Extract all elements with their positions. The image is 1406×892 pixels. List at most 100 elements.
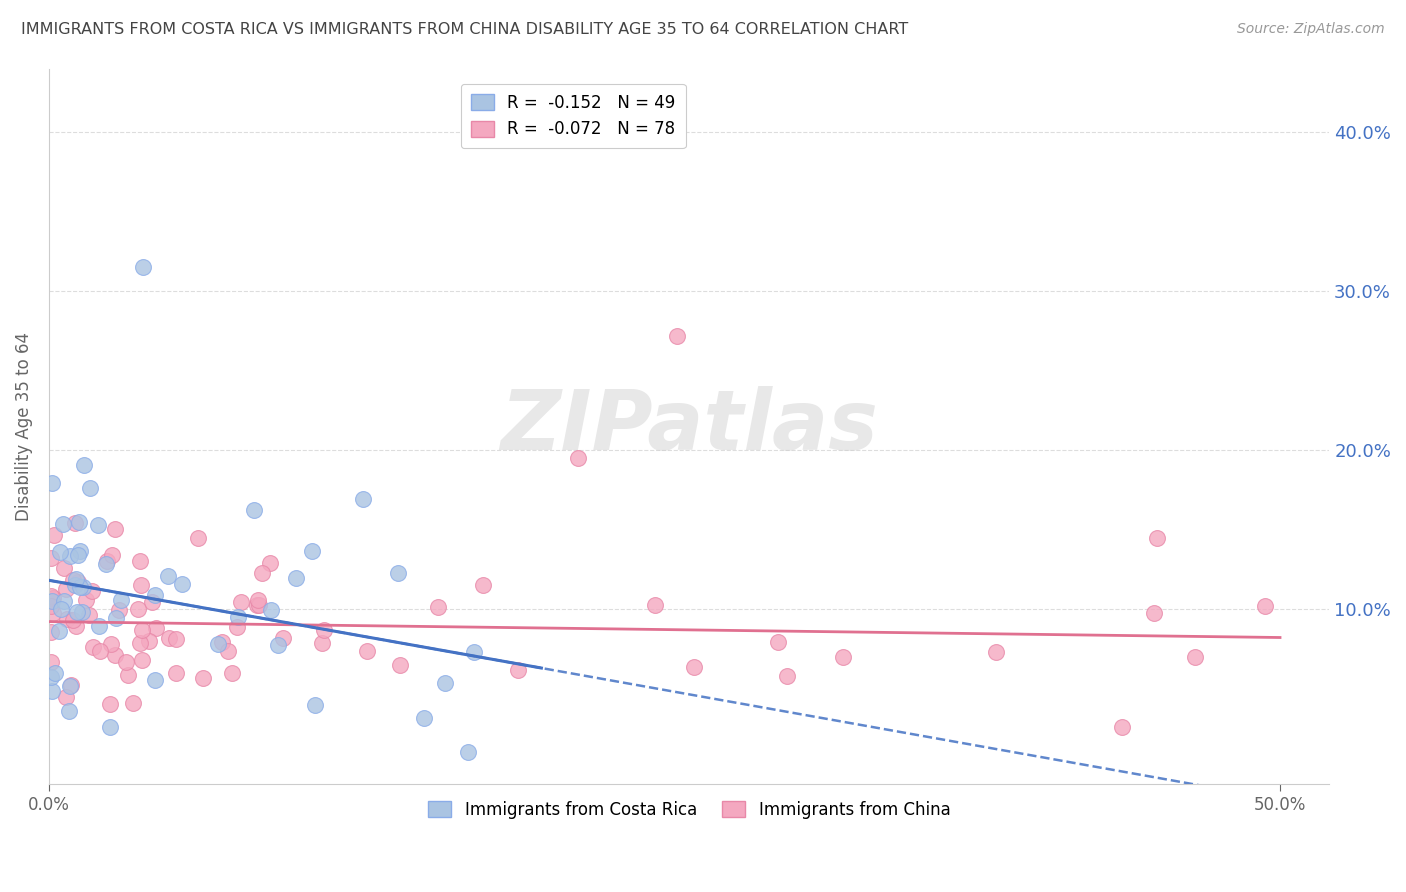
Point bbox=[72, 580, 94, 594]
Point bbox=[53, 561, 76, 575]
Point bbox=[191, 671, 214, 685]
Point bbox=[100, 720, 122, 734]
Point bbox=[59, 679, 82, 693]
Point bbox=[55, 690, 77, 705]
Point bbox=[156, 569, 179, 583]
Point bbox=[1111, 720, 1133, 734]
Point bbox=[48, 624, 70, 638]
Point bbox=[96, 554, 118, 568]
Point bbox=[66, 605, 89, 619]
Point bbox=[58, 704, 80, 718]
Point bbox=[457, 745, 479, 759]
Point bbox=[41, 684, 63, 698]
Point bbox=[62, 613, 84, 627]
Point bbox=[80, 584, 103, 599]
Point bbox=[228, 610, 250, 624]
Point bbox=[128, 636, 150, 650]
Point bbox=[426, 599, 449, 614]
Text: Source: ZipAtlas.com: Source: ZipAtlas.com bbox=[1237, 22, 1385, 37]
Point bbox=[65, 619, 87, 633]
Point bbox=[463, 645, 485, 659]
Point bbox=[768, 634, 790, 648]
Point bbox=[75, 592, 97, 607]
Point bbox=[356, 644, 378, 658]
Point bbox=[44, 666, 66, 681]
Point bbox=[41, 656, 63, 670]
Point bbox=[129, 554, 152, 568]
Point bbox=[67, 515, 90, 529]
Point bbox=[69, 543, 91, 558]
Point bbox=[127, 601, 149, 615]
Text: IMMIGRANTS FROM COSTA RICA VS IMMIGRANTS FROM CHINA DISABILITY AGE 35 TO 64 CORR: IMMIGRANTS FROM COSTA RICA VS IMMIGRANTS… bbox=[21, 22, 908, 37]
Point bbox=[433, 676, 456, 690]
Point bbox=[55, 582, 77, 596]
Point bbox=[62, 573, 84, 587]
Point bbox=[53, 593, 76, 607]
Y-axis label: Disability Age 35 to 64: Disability Age 35 to 64 bbox=[15, 332, 32, 521]
Point bbox=[59, 549, 82, 563]
Point bbox=[221, 666, 243, 681]
Point bbox=[59, 678, 82, 692]
Point bbox=[776, 669, 799, 683]
Point bbox=[143, 588, 166, 602]
Point bbox=[311, 636, 333, 650]
Point bbox=[314, 624, 336, 638]
Point bbox=[387, 566, 409, 581]
Point bbox=[157, 631, 180, 645]
Point bbox=[389, 658, 412, 673]
Point bbox=[259, 556, 281, 570]
Point bbox=[70, 605, 93, 619]
Point bbox=[66, 548, 89, 562]
Point bbox=[52, 517, 75, 532]
Point bbox=[832, 650, 855, 665]
Point bbox=[82, 640, 104, 654]
Point bbox=[77, 607, 100, 622]
Point bbox=[131, 260, 153, 275]
Point bbox=[89, 643, 111, 657]
Point bbox=[117, 668, 139, 682]
Point bbox=[1146, 531, 1168, 545]
Point bbox=[105, 610, 128, 624]
Point bbox=[56, 612, 79, 626]
Point bbox=[226, 620, 249, 634]
Point bbox=[65, 572, 87, 586]
Point bbox=[49, 602, 72, 616]
Point bbox=[683, 660, 706, 674]
Point bbox=[41, 589, 63, 603]
Point bbox=[41, 594, 63, 608]
Point bbox=[284, 571, 307, 585]
Point bbox=[108, 603, 131, 617]
Point bbox=[207, 637, 229, 651]
Point bbox=[100, 637, 122, 651]
Point bbox=[644, 598, 666, 612]
Point bbox=[145, 673, 167, 687]
Point bbox=[48, 545, 70, 559]
Point bbox=[114, 655, 136, 669]
Point bbox=[145, 621, 167, 635]
Point bbox=[986, 645, 1008, 659]
Point bbox=[211, 635, 233, 649]
Point bbox=[271, 631, 294, 645]
Point bbox=[104, 522, 127, 536]
Point bbox=[41, 551, 63, 566]
Point bbox=[101, 548, 124, 562]
Point bbox=[567, 450, 589, 465]
Point bbox=[301, 544, 323, 558]
Point bbox=[41, 624, 63, 639]
Point bbox=[413, 711, 436, 725]
Point bbox=[1143, 607, 1166, 621]
Point bbox=[63, 578, 86, 592]
Point bbox=[42, 607, 65, 621]
Point bbox=[41, 670, 63, 684]
Point bbox=[250, 566, 273, 580]
Point bbox=[41, 591, 63, 605]
Point bbox=[217, 644, 239, 658]
Point bbox=[352, 491, 374, 506]
Point bbox=[131, 653, 153, 667]
Point bbox=[170, 577, 193, 591]
Point bbox=[110, 593, 132, 607]
Point bbox=[229, 595, 252, 609]
Point bbox=[267, 638, 290, 652]
Point bbox=[1184, 649, 1206, 664]
Point bbox=[87, 517, 110, 532]
